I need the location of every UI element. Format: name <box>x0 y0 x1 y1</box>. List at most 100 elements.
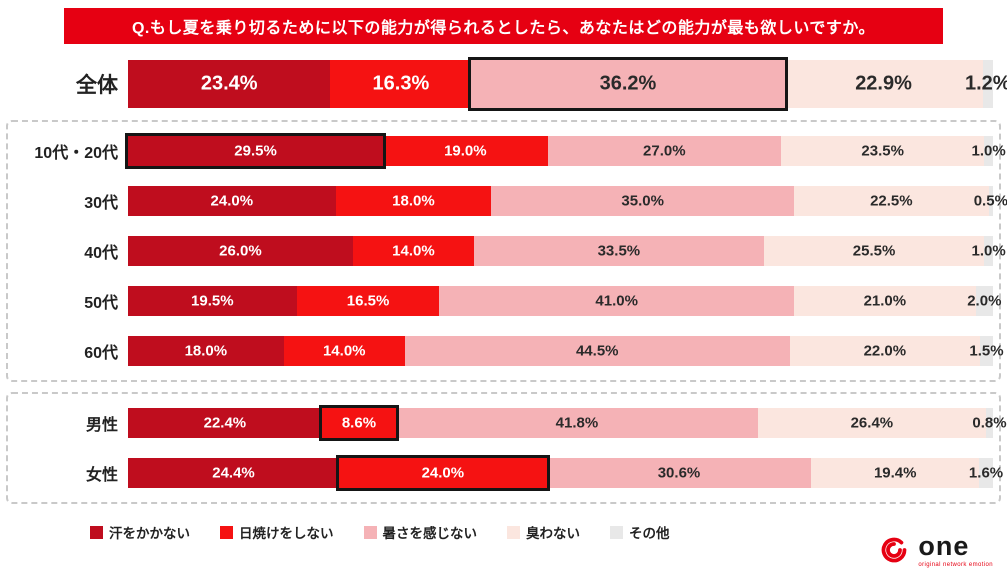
segment-value: 1.2% <box>964 72 1007 95</box>
segment-value: 22.5% <box>870 192 913 210</box>
segment-value: 21.0% <box>863 292 907 310</box>
segment-value: 26.4% <box>850 414 894 432</box>
legend-item: 日焼けをしない <box>220 522 334 542</box>
bar-segment: 18.0% <box>128 336 284 366</box>
bar-segment: 24.0% <box>336 455 550 491</box>
gender-section: 男性 22.4% 8.6% 41.8% 26.4% 0.8% 女性 24.4% 24.0% 30.… <box>6 392 1007 504</box>
segment-value: 1.5% <box>969 342 1004 360</box>
row-label: 60代 <box>84 345 118 362</box>
segment-value: 22.9% <box>855 72 912 95</box>
bar-segment: 26.0% <box>128 236 353 266</box>
segment-value: 41.8% <box>555 414 599 432</box>
segment-value: 23.5% <box>861 142 904 160</box>
one-logo-tagline: original network emotion <box>918 561 993 568</box>
legend-swatch <box>363 525 377 539</box>
bar-segment: 41.8% <box>396 408 758 438</box>
bar-segment: 14.0% <box>352 236 474 266</box>
segment-value: 18.0% <box>184 342 228 360</box>
segment-value: 35.0% <box>621 192 664 210</box>
stacked-bar: 24.0% 18.0% 35.0% 22.5% 0.5% <box>128 186 1007 216</box>
legend-label: 臭わない <box>526 526 580 541</box>
bar-segment: 0.5% <box>974 186 1007 216</box>
segment-value: 36.2% <box>599 72 657 95</box>
one-logo-spiral-icon <box>882 537 907 563</box>
segment-value: 44.5% <box>575 342 619 360</box>
segment-value: 1.0% <box>971 242 1006 260</box>
legend-item: 臭わない <box>507 522 580 542</box>
segment-value: 33.5% <box>597 242 641 260</box>
legend-swatch <box>90 525 103 539</box>
chart-row: 60代 18.0% 14.0% 44.5% 22.0% 1.5% <box>14 336 1004 366</box>
segment-value: 19.0% <box>444 142 487 160</box>
legend: 汗をかかない 日焼けをしない 暑さを感じない 臭わない その他 <box>90 522 1001 542</box>
bar-segment: 27.0% <box>547 136 782 166</box>
row-label: 50代 <box>84 295 118 312</box>
segment-value: 29.5% <box>234 142 277 160</box>
one-logo-text-wrap: one original network emotion <box>918 530 993 568</box>
bar-segment: 29.5% <box>124 133 387 169</box>
bar-segment: 1.6% <box>969 458 1003 488</box>
segment-value: 0.5% <box>973 192 1007 210</box>
bar-segment: 22.5% <box>794 186 989 216</box>
segment-value: 23.4% <box>200 72 258 95</box>
segment-value: 14.0% <box>322 342 366 360</box>
segment-value: 25.5% <box>852 242 896 260</box>
bar-segment: 24.4% <box>128 458 340 488</box>
row-label: 10代・20代 <box>34 145 118 162</box>
segment-value: 24.0% <box>421 464 465 482</box>
segment-value: 19.4% <box>873 464 917 482</box>
bar-segment: 8.6% <box>318 405 400 441</box>
segment-value: 0.8% <box>972 414 1007 432</box>
legend-label: 暑さを感じない <box>382 526 478 541</box>
segment-value: 16.5% <box>346 292 390 310</box>
segment-value: 16.3% <box>372 72 430 95</box>
segment-value: 14.0% <box>392 242 435 260</box>
bar-segment: 2.0% <box>967 286 1001 316</box>
bar-segment: 19.5% <box>128 286 297 316</box>
bar-segment: 44.5% <box>404 336 790 366</box>
bar-segment: 24.0% <box>128 186 336 216</box>
bar-segment: 23.5% <box>781 136 985 166</box>
bar-segment: 21.0% <box>794 286 976 316</box>
stacked-bar: 23.4% 16.3% 36.2% 22.9% 1.2% <box>128 57 1007 111</box>
stacked-bar: 18.0% 14.0% 44.5% 22.0% 1.5% <box>128 336 1004 366</box>
segment-value: 2.0% <box>967 292 1002 310</box>
bar-segment: 0.8% <box>972 408 1007 438</box>
segment-value: 19.5% <box>191 292 234 310</box>
row-label: 40代 <box>84 245 118 262</box>
bar-segment: 19.4% <box>811 458 980 488</box>
one-logo-text: one <box>918 530 970 561</box>
chart-row: 30代 24.0% 18.0% 35.0% 22.5% 0.5% <box>14 186 1007 216</box>
legend-label: 日焼けをしない <box>239 526 334 541</box>
bar-segment: 1.0% <box>972 136 1006 166</box>
question-title-bar: Q.もし夏を乗り切るために以下の能力が得られるとしたら、あなたはどの能力が最も欲… <box>64 8 943 44</box>
overall-section: 全体 23.4% 16.3% 36.2% 22.9% 1.2% <box>6 57 1007 111</box>
chart-row: 男性 22.4% 8.6% 41.8% 26.4% 0.8% <box>14 405 1007 441</box>
bar-segment: 36.2% <box>468 57 788 111</box>
segment-value: 41.0% <box>595 292 638 310</box>
bar-segment: 19.0% <box>383 136 548 166</box>
age-groups-section: 10代・20代 29.5% 19.0% 27.0% 23.5% 1.0% 30代 24.0% 1… <box>6 120 1007 382</box>
stacked-bar: 22.4% 8.6% 41.8% 26.4% 0.8% <box>128 405 1007 441</box>
bar-segment: 16.5% <box>296 286 440 316</box>
legend-item: 暑さを感じない <box>363 522 478 542</box>
legend-label: 汗をかかない <box>109 526 190 541</box>
segment-value: 1.0% <box>971 142 1006 160</box>
bar-segment: 22.4% <box>128 408 322 438</box>
row-label: 全体 <box>76 74 118 97</box>
bar-segment: 18.0% <box>335 186 492 216</box>
bar-segment: 25.5% <box>763 236 985 266</box>
stacked-bar: 26.0% 14.0% 33.5% 25.5% 1.0% <box>128 236 1006 266</box>
bar-segment: 33.5% <box>473 236 764 266</box>
row-label: 30代 <box>84 195 118 212</box>
bar-segment: 1.0% <box>972 236 1006 266</box>
stacked-bar: 19.5% 16.5% 41.0% 21.0% 2.0% <box>128 286 1001 316</box>
stacked-bar: 29.5% 19.0% 27.0% 23.5% 1.0% <box>124 133 1006 169</box>
segment-value: 24.4% <box>212 464 255 482</box>
segment-value: 24.0% <box>210 192 254 210</box>
chart-row: 女性 24.4% 24.0% 30.6% 19.4% 1.6% <box>14 455 1003 491</box>
segment-value: 18.0% <box>392 192 435 210</box>
bar-segment: 26.4% <box>757 408 987 438</box>
row-label: 男性 <box>85 417 118 434</box>
